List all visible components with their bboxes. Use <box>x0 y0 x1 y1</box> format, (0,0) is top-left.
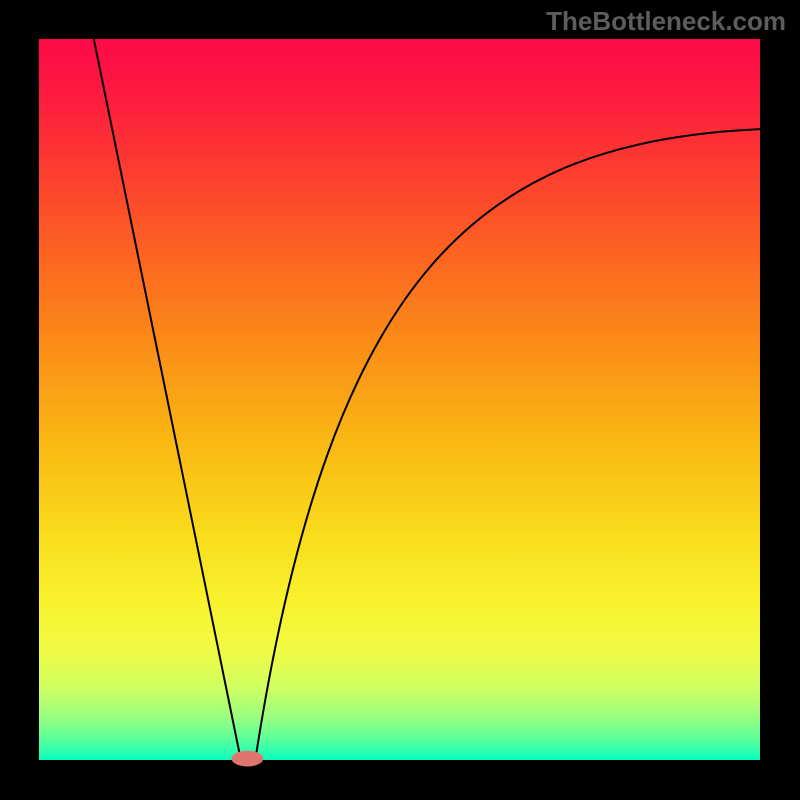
watermark-text: TheBottleneck.com <box>546 6 786 37</box>
bottleneck-chart <box>0 0 800 800</box>
optimal-point-marker <box>232 751 264 767</box>
chart-plot-background <box>39 39 760 760</box>
